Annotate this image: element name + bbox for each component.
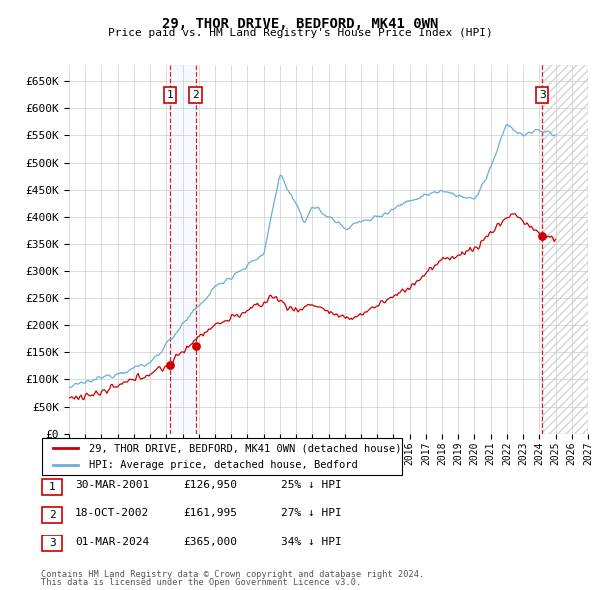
Text: This data is licensed under the Open Government Licence v3.0.: This data is licensed under the Open Gov… xyxy=(41,578,361,587)
Text: 25% ↓ HPI: 25% ↓ HPI xyxy=(281,480,341,490)
Bar xyxy=(542,65,588,434)
Text: 34% ↓ HPI: 34% ↓ HPI xyxy=(281,537,341,546)
Text: 1: 1 xyxy=(167,90,173,100)
Text: Contains HM Land Registry data © Crown copyright and database right 2024.: Contains HM Land Registry data © Crown c… xyxy=(41,570,424,579)
Text: Price paid vs. HM Land Registry's House Price Index (HPI): Price paid vs. HM Land Registry's House … xyxy=(107,28,493,38)
Point xyxy=(166,360,175,369)
Text: 3: 3 xyxy=(539,90,545,100)
Text: 27% ↓ HPI: 27% ↓ HPI xyxy=(281,509,341,518)
Text: 29, THOR DRIVE, BEDFORD, MK41 0WN (detached house): 29, THOR DRIVE, BEDFORD, MK41 0WN (detac… xyxy=(89,443,401,453)
Bar xyxy=(170,65,196,434)
Text: 2: 2 xyxy=(49,510,56,520)
Text: £365,000: £365,000 xyxy=(183,537,237,546)
Text: 18-OCT-2002: 18-OCT-2002 xyxy=(75,509,149,518)
Text: 3: 3 xyxy=(49,539,56,548)
Text: £126,950: £126,950 xyxy=(183,480,237,490)
Text: 2: 2 xyxy=(192,90,199,100)
Text: 30-MAR-2001: 30-MAR-2001 xyxy=(75,480,149,490)
Point xyxy=(538,231,547,241)
Text: £161,995: £161,995 xyxy=(183,509,237,518)
Text: HPI: Average price, detached house, Bedford: HPI: Average price, detached house, Bedf… xyxy=(89,460,358,470)
Text: 29, THOR DRIVE, BEDFORD, MK41 0WN: 29, THOR DRIVE, BEDFORD, MK41 0WN xyxy=(162,17,438,31)
Text: 01-MAR-2024: 01-MAR-2024 xyxy=(75,537,149,546)
Point xyxy=(191,341,200,350)
Text: 1: 1 xyxy=(49,482,56,491)
Polygon shape xyxy=(542,65,588,434)
